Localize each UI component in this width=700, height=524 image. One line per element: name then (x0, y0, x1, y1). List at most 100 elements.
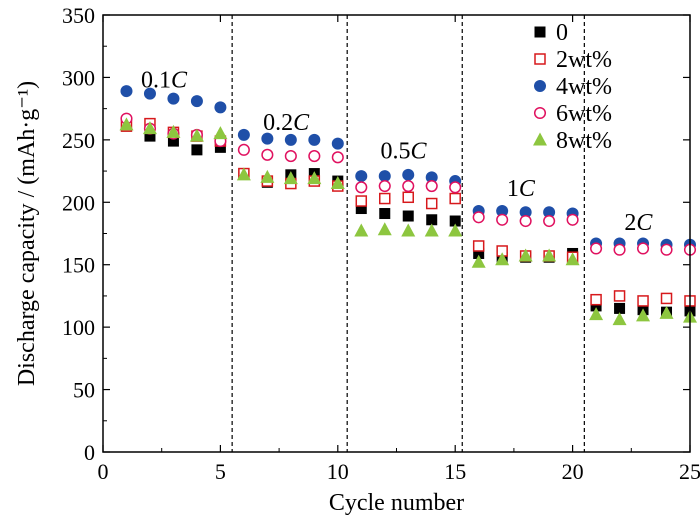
data-point (613, 243, 626, 256)
data-point (542, 248, 557, 262)
y-axis-title: Discharge capacity / (mAh·g⁻¹) (14, 81, 40, 386)
data-point (261, 132, 274, 145)
data-point (402, 180, 415, 193)
y-tick-label: 0 (84, 440, 95, 465)
data-point (260, 169, 275, 183)
data-point (166, 124, 181, 138)
legend-label: 8wt% (556, 128, 612, 154)
x-tick-label: 5 (215, 459, 226, 484)
legend-marker (534, 53, 546, 65)
x-tick-label: 15 (444, 459, 466, 484)
data-point (379, 192, 391, 205)
data-point (401, 223, 416, 237)
data-point (636, 242, 650, 255)
data-point (425, 197, 438, 210)
data-point (565, 252, 580, 266)
data-point (519, 206, 532, 219)
data-point (191, 144, 203, 156)
data-point (495, 252, 510, 266)
data-point (379, 208, 391, 220)
data-point (119, 117, 134, 131)
legend-label: 0 (556, 20, 568, 46)
data-point (144, 130, 156, 142)
legend-marker (534, 80, 546, 92)
data-point (448, 223, 463, 237)
data-point (590, 300, 602, 312)
series-4 (119, 117, 697, 326)
legend-label: 2wt% (556, 47, 612, 73)
data-point (167, 135, 179, 147)
rate-label: 1C (507, 176, 536, 202)
rate-label: 2C (624, 210, 653, 236)
data-point (636, 308, 651, 322)
data-point (167, 92, 180, 105)
data-point (402, 168, 415, 181)
legend-marker (534, 26, 546, 38)
rate-labels: 0.1C 0.2C 0.5C 1C 2C (141, 67, 653, 235)
legend-marker (533, 106, 547, 120)
data-point (143, 87, 156, 100)
data-point (473, 247, 485, 259)
data-point (566, 213, 579, 226)
rate-separators (231, 15, 585, 452)
data-point (426, 214, 438, 226)
legend-label: 6wt% (556, 101, 612, 127)
data-point (449, 192, 461, 205)
data-point (543, 206, 556, 219)
data-point (120, 85, 133, 98)
data-point (378, 180, 391, 193)
y-tick-label: 250 (62, 128, 95, 153)
data-point (214, 141, 226, 153)
legend-label: 4wt% (556, 74, 612, 100)
data-point (355, 181, 368, 194)
data-point (449, 215, 461, 227)
data-point (331, 151, 344, 164)
data-point (424, 223, 439, 237)
data-point (637, 295, 649, 307)
data-point (519, 214, 532, 228)
y-tick-label: 50 (73, 378, 95, 403)
x-tick-label: 20 (562, 459, 584, 484)
x-tick-label: 25 (679, 459, 700, 484)
rate-label: 0.2C (263, 110, 310, 136)
data-point (283, 171, 298, 185)
data-point (308, 150, 321, 163)
data-point (614, 302, 626, 314)
data-point (472, 240, 485, 252)
data-point (331, 137, 344, 150)
data-point (213, 126, 228, 140)
data-point (284, 150, 297, 163)
legend-marker (533, 132, 547, 146)
data-point (612, 312, 627, 326)
y-tick-label: 350 (62, 3, 95, 28)
data-point (425, 180, 438, 193)
data-point (236, 167, 251, 181)
y-tick-label: 300 (62, 65, 95, 90)
data-point (142, 121, 157, 135)
x-tick-label: 0 (98, 459, 109, 484)
data-point (660, 243, 673, 256)
data-point (354, 223, 369, 237)
data-point (659, 305, 674, 319)
data-point (543, 214, 556, 228)
data-point (307, 171, 322, 185)
data-point (590, 293, 602, 306)
data-point (308, 133, 321, 146)
data-point (190, 95, 203, 108)
y-tick-label: 100 (62, 315, 95, 340)
data-point (472, 211, 485, 224)
data-point (237, 143, 250, 156)
data-point (471, 254, 486, 268)
data-point (355, 195, 368, 207)
rate-label: 0.5C (381, 139, 428, 165)
data-point (589, 307, 604, 321)
data-point (378, 170, 391, 183)
data-point (590, 242, 603, 255)
data-point (449, 181, 462, 194)
data-points (119, 85, 697, 326)
data-point (214, 101, 227, 114)
x-axis-title: Cycle number (329, 490, 464, 516)
